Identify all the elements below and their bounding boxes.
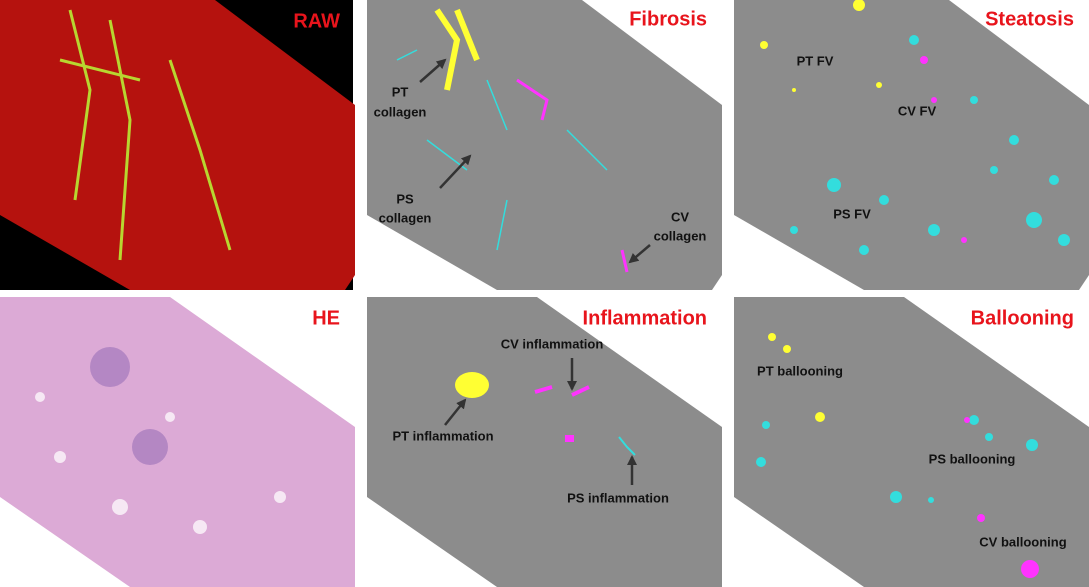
panel-title: Ballooning — [971, 307, 1074, 329]
panel-he: HE — [0, 297, 355, 587]
arrow — [419, 58, 447, 83]
label: collagen — [654, 228, 707, 243]
panel-title: HE — [312, 307, 340, 329]
panel-title: Fibrosis — [629, 8, 707, 30]
arrow — [628, 244, 651, 264]
label: PT — [392, 84, 409, 99]
label: CV FV — [898, 103, 937, 118]
label: PT ballooning — [757, 363, 843, 378]
label: CV ballooning — [979, 534, 1066, 549]
arrow — [439, 154, 472, 189]
panel-raw: RAW — [0, 0, 355, 290]
panel-title: RAW — [293, 10, 340, 32]
label: collagen — [374, 104, 427, 119]
panel-steatosis: Steatosis PT FV CV FV PS FV — [734, 0, 1089, 290]
panel-inflammation: Inflammation CV inflammation PT inflamma… — [367, 297, 722, 587]
label: PS FV — [833, 206, 871, 221]
label: CV — [671, 209, 689, 224]
label: CV inflammation — [501, 336, 604, 351]
label: collagen — [379, 210, 432, 225]
panel-fibrosis: Fibrosis PT collagen PS collagen CV coll… — [367, 0, 722, 290]
arrow — [444, 398, 467, 426]
label: PS inflammation — [567, 490, 669, 505]
panel-ballooning: Ballooning PT ballooning PS ballooning C… — [734, 297, 1089, 587]
panel-title: Steatosis — [985, 8, 1074, 30]
panel-title: Inflammation — [583, 307, 707, 329]
label: PT FV — [797, 53, 834, 68]
label: PT inflammation — [392, 428, 493, 443]
label: PS — [396, 191, 414, 206]
label: PS ballooning — [929, 451, 1016, 466]
